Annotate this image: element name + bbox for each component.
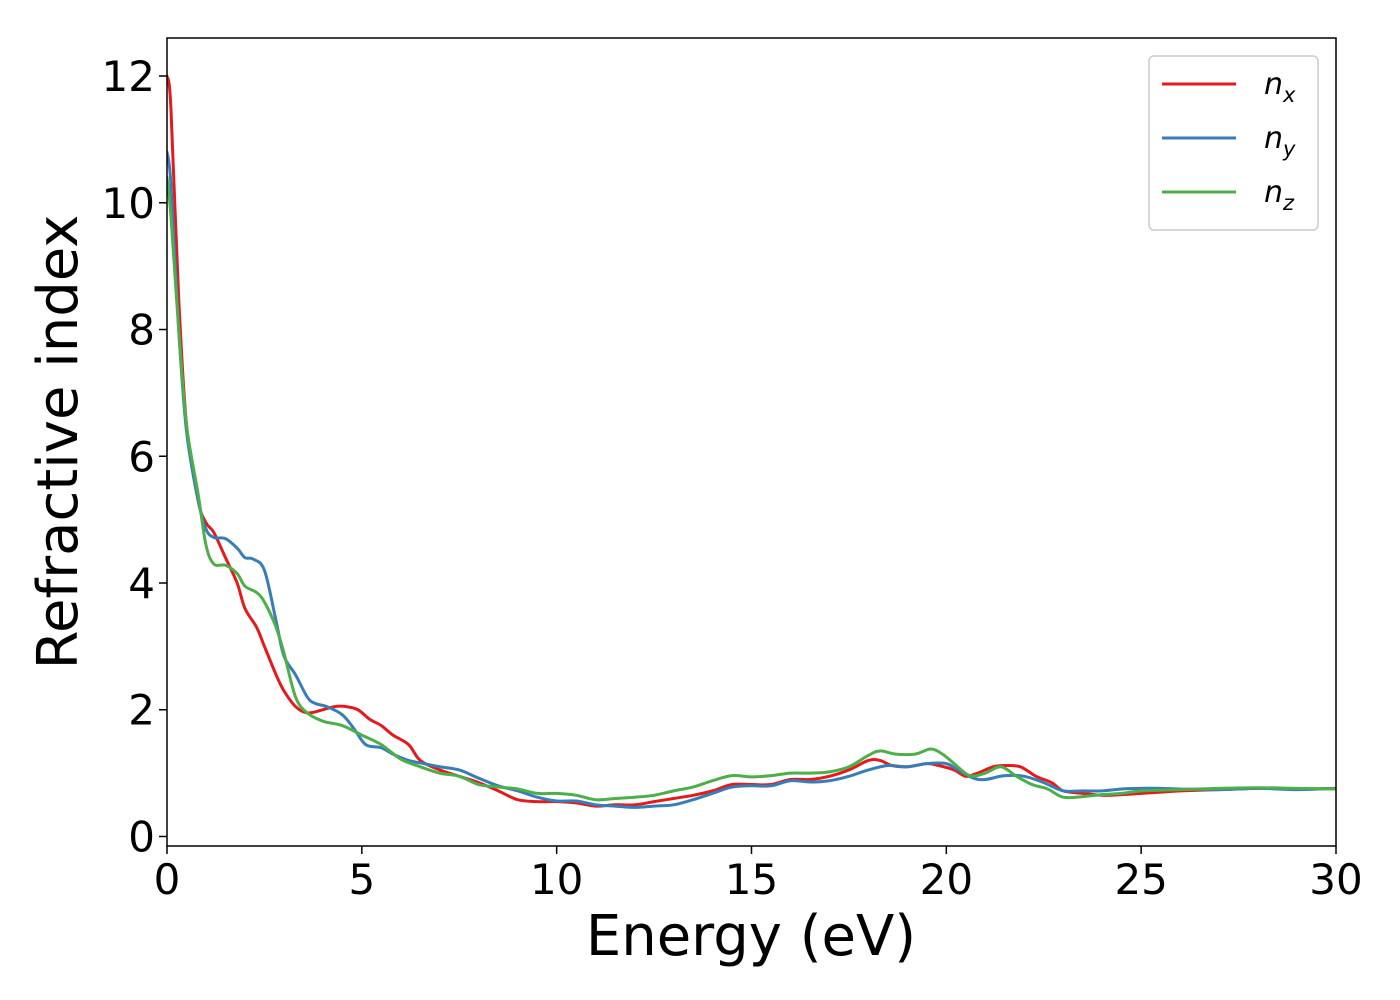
series-line-n-x [167, 74, 1336, 808]
legend-label-n-y: ny [1264, 121, 1296, 161]
series-line-n-y [167, 150, 1336, 809]
series-line-n-z [167, 175, 1336, 802]
y-tick-label: 0 [128, 812, 155, 861]
series-group [167, 74, 1336, 809]
y-tick-label: 6 [128, 432, 155, 481]
legend-box [1148, 55, 1319, 231]
y-tick-label: 12 [102, 52, 155, 101]
legend: nx ny nz [1148, 55, 1319, 231]
x-tick-label: 15 [725, 855, 778, 904]
x-tick-label: 5 [348, 855, 375, 904]
x-tick-label: 10 [530, 855, 583, 904]
legend-label-n-z: nz [1264, 175, 1295, 215]
x-tick-label: 0 [154, 855, 181, 904]
y-tick-label: 2 [128, 686, 155, 735]
y-tick-label: 8 [128, 306, 155, 355]
x-tick-label: 20 [920, 855, 973, 904]
y-tick-label: 4 [128, 559, 155, 608]
x-tick-label: 25 [1114, 855, 1167, 904]
x-axis-label: Energy (eV) [586, 904, 916, 969]
x-tick-label: 30 [1309, 855, 1362, 904]
y-axis-label: Refractive index [26, 215, 91, 670]
legend-label-n-x: nx [1264, 67, 1296, 107]
y-tick-label: 10 [102, 179, 155, 228]
